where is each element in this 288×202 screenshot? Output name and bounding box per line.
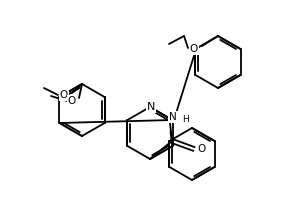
Text: O: O bbox=[60, 90, 68, 100]
Text: O: O bbox=[68, 96, 76, 106]
Text: O: O bbox=[190, 44, 198, 54]
Text: N: N bbox=[147, 102, 155, 112]
Text: N: N bbox=[169, 112, 177, 122]
Text: O: O bbox=[198, 144, 206, 154]
Text: H: H bbox=[182, 115, 189, 123]
